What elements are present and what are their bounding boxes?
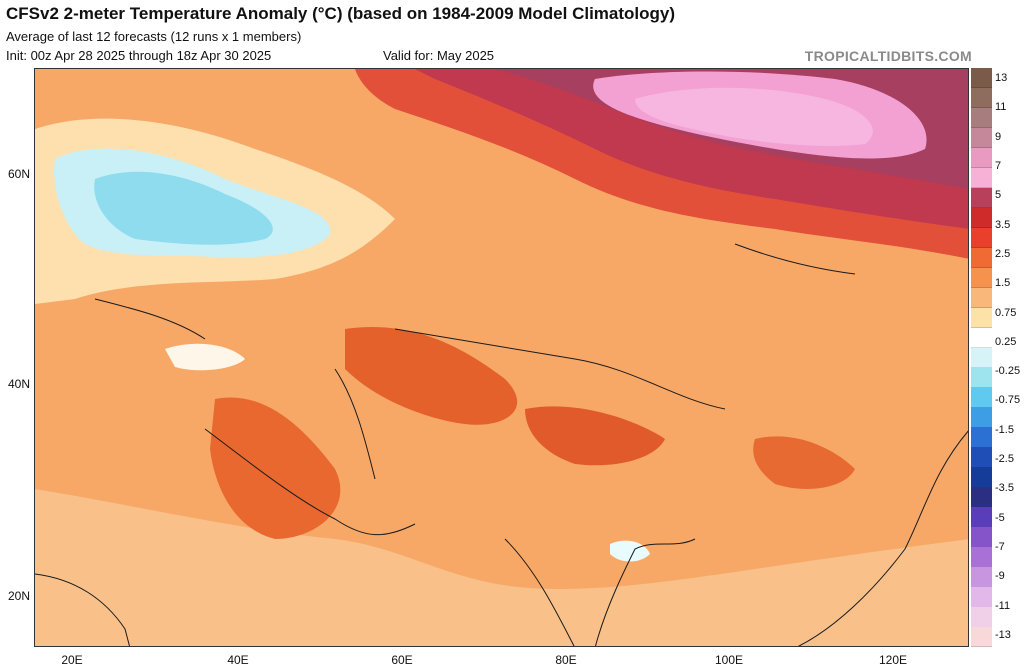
colorbar-segment bbox=[971, 327, 992, 348]
colorbar-tick-label: -1.5 bbox=[995, 423, 1014, 436]
warm-core-tibet bbox=[525, 406, 665, 466]
colorbar-segment bbox=[971, 247, 992, 269]
colorbar-tick-label: -3.5 bbox=[995, 482, 1014, 495]
colorbar-tick-label: -0.75 bbox=[995, 394, 1021, 407]
colorbar-segment bbox=[971, 587, 992, 608]
colorbar-tick-label: -0.25 bbox=[995, 365, 1021, 378]
colorbar-tick-label: 3.5 bbox=[995, 218, 1011, 231]
coastline-red-sea bbox=[35, 573, 130, 646]
warm-core-central-asia bbox=[345, 327, 518, 425]
lon-label-60e: 60E bbox=[391, 653, 413, 667]
lon-label-120e: 120E bbox=[878, 653, 908, 667]
colorbar-tick-label: -5 bbox=[995, 511, 1005, 524]
colorbar-segment bbox=[971, 447, 992, 468]
lon-label-40e: 40E bbox=[227, 653, 249, 667]
colorbar-tick-label: 0.75 bbox=[995, 306, 1017, 319]
border-caspian bbox=[334, 368, 376, 480]
border-russia-mongolia bbox=[734, 243, 856, 275]
colorbar-tick-label: 13 bbox=[995, 72, 1008, 84]
colorbar-segment bbox=[971, 167, 992, 189]
colorbar-segment bbox=[971, 187, 992, 209]
lon-label-100e: 100E bbox=[714, 653, 744, 667]
lon-label-20e: 20E bbox=[61, 653, 83, 667]
lat-label-60n: 60N bbox=[7, 167, 30, 181]
colorbar-segment bbox=[971, 547, 992, 568]
colorbar-segment bbox=[971, 147, 992, 169]
border-eastern-europe bbox=[94, 298, 206, 340]
colorbar-tick-label: -9 bbox=[995, 570, 1005, 583]
neutral-patch-black-sea bbox=[165, 343, 245, 371]
temperature-anomaly-map bbox=[34, 68, 969, 647]
lon-label-80e: 80E bbox=[555, 653, 577, 667]
neutral-patch-bay-of-bengal bbox=[610, 540, 650, 562]
colorbar-segment bbox=[971, 207, 992, 229]
colorbar-segment bbox=[971, 567, 992, 588]
colorbar-segment bbox=[971, 107, 992, 129]
map-subtitle: Average of last 12 forecasts (12 runs x … bbox=[6, 29, 302, 44]
colorbar-segment bbox=[971, 267, 992, 289]
map-canvas bbox=[35, 69, 968, 646]
colorbar-tick-label: 2.5 bbox=[995, 247, 1011, 260]
colorbar-segment bbox=[971, 127, 992, 149]
colorbar-segment bbox=[971, 68, 992, 89]
colorbar-tick-label: -2.5 bbox=[995, 453, 1014, 466]
colorbar-segment bbox=[971, 427, 992, 448]
colorbar-tick-label: 11 bbox=[995, 101, 1007, 114]
colorbar bbox=[971, 68, 992, 648]
colorbar-tick-label: 9 bbox=[995, 130, 1002, 143]
colorbar-segment bbox=[971, 287, 992, 309]
colorbar-segment bbox=[971, 467, 992, 488]
colorbar-tick-label: -7 bbox=[995, 541, 1005, 554]
valid-time: Valid for: May 2025 bbox=[383, 48, 495, 63]
colorbar-segment bbox=[971, 387, 992, 408]
brand-watermark: TROPICALTIDBITS.COM bbox=[804, 48, 972, 64]
colorbar-segment bbox=[971, 87, 992, 109]
colorbar-segment bbox=[971, 527, 992, 548]
coastline-india-west bbox=[504, 538, 575, 646]
light-anomaly-band bbox=[35, 489, 968, 646]
colorbar-tick-label: -11 bbox=[995, 599, 1011, 612]
colorbar-tick-label: 1.5 bbox=[995, 277, 1011, 290]
colorbar-segment bbox=[971, 607, 992, 628]
extreme-warm-core-inner bbox=[635, 87, 873, 146]
coastline-india-east bbox=[595, 538, 696, 646]
warm-core-china bbox=[753, 436, 855, 489]
map-title: CFSv2 2-meter Temperature Anomaly (°C) (… bbox=[6, 4, 676, 23]
colorbar-segment bbox=[971, 487, 992, 508]
colorbar-tick-label: 0.25 bbox=[995, 335, 1017, 348]
warm-zone-scandinavia bbox=[35, 69, 308, 134]
colorbar-segment bbox=[971, 367, 992, 388]
lat-label-40n: 40N bbox=[7, 377, 30, 391]
colorbar-segment bbox=[971, 347, 992, 368]
colorbar-tick-label: -13 bbox=[995, 629, 1011, 641]
cool-anomaly-inner bbox=[94, 171, 273, 245]
colorbar-segment bbox=[971, 407, 992, 428]
colorbar-segment bbox=[971, 227, 992, 249]
colorbar-segment bbox=[971, 627, 992, 648]
coastline-persian-gulf bbox=[204, 428, 416, 536]
lat-label-20n: 20N bbox=[7, 589, 30, 603]
colorbar-segment bbox=[971, 307, 992, 329]
colorbar-tick-label: 5 bbox=[995, 189, 1002, 202]
coastline-china bbox=[797, 430, 968, 646]
init-time: Init: 00z Apr 28 2025 through 18z Apr 30… bbox=[6, 48, 272, 63]
colorbar-tick-label: 7 bbox=[995, 159, 1002, 172]
border-kazakhstan-china bbox=[394, 328, 726, 410]
colorbar-segment bbox=[971, 507, 992, 528]
